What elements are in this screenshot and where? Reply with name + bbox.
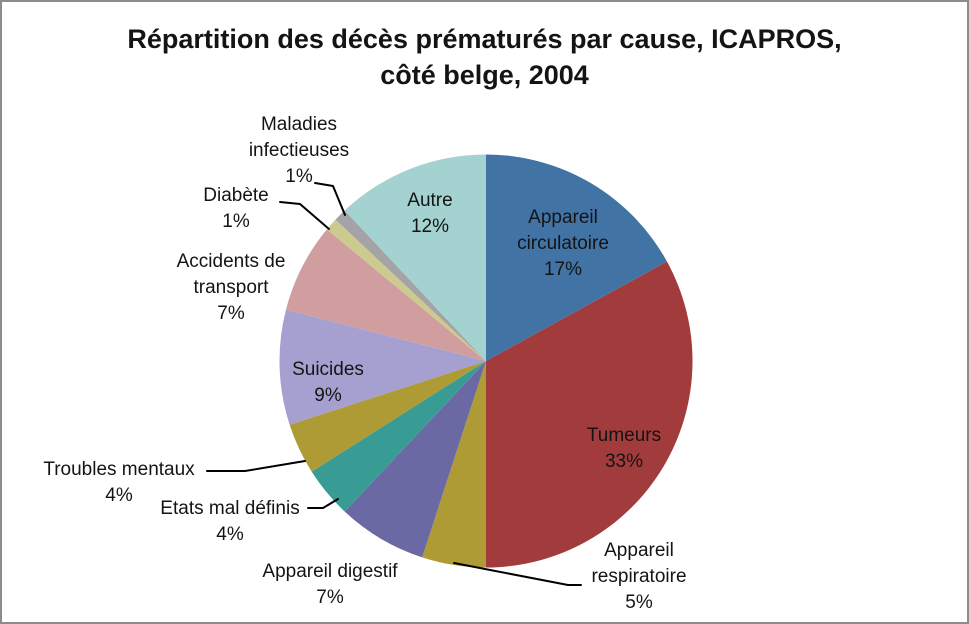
pie-slice-appareil-respiratoire [422, 361, 486, 568]
leader-line-appareil-respiratoire [453, 562, 582, 586]
chart-title: Répartition des décès prématurés par cau… [127, 24, 842, 90]
label-diabete: Diabète 1% [203, 185, 269, 232]
pie-slice-appareil-circulatoire [486, 154, 667, 361]
label-autre: Autre 12% [407, 190, 453, 237]
pie-slice-suicides [279, 309, 486, 425]
pie-slice-diabete [326, 219, 486, 361]
leader-line-diabete [279, 201, 330, 230]
label-appareil-digestif: Appareil digestif 7% [262, 561, 398, 608]
leader-line-troubles-mentaux [206, 460, 306, 472]
pie-slices [279, 154, 693, 568]
label-appareil-circulatoire: Appareil circulatoire 17% [517, 207, 609, 280]
label-tumeurs: Tumeurs 33% [586, 425, 662, 472]
pie-slice-autre [344, 154, 486, 361]
pie-slice-appareil-digestif [344, 361, 486, 558]
pie-slice-etats-mal-definis [311, 361, 486, 512]
pie-slice-tumeurs [486, 261, 693, 568]
pie-slice-accidents-de-transport [285, 229, 486, 361]
pie-slice-maladies-infectieuses [335, 210, 486, 361]
label-etats-mal-definis: Etats mal définis 4% [160, 498, 300, 545]
label-suicides: Suicides 9% [292, 359, 364, 406]
pie-slice-troubles-mentaux [289, 361, 486, 472]
leader-line-etats-mal-definis [307, 498, 339, 509]
label-accidents-de-transport: Accidents de transport 7% [176, 251, 286, 324]
label-appareil-respiratoire: Appareil respiratoire 5% [591, 540, 687, 613]
label-maladies-infectieuses: Maladies infectieuses 1% [248, 114, 350, 187]
leader-line-maladies-infectieuses [314, 182, 346, 216]
label-troubles-mentaux: Troubles mentaux 4% [43, 459, 195, 506]
